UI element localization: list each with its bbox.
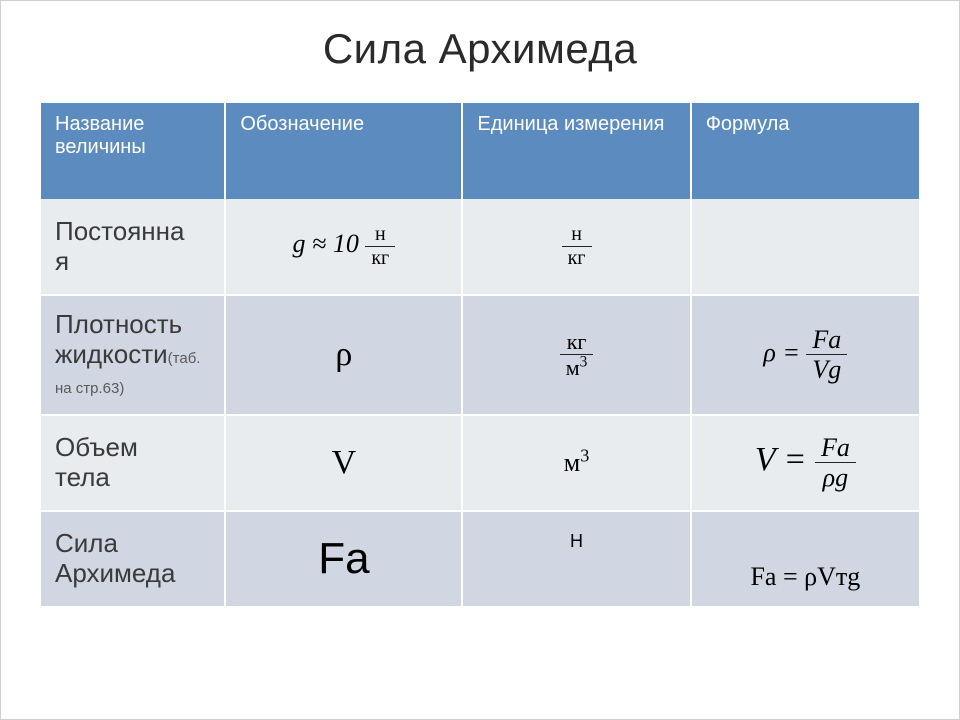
row-density: Плотность жидкости(таб. на стр.63) ρ кг …	[41, 295, 919, 415]
cell-archimedes-formula: Fа = ρVтg	[691, 511, 919, 607]
density-formula-lhs: ρ =	[763, 338, 806, 367]
frac-num: н	[562, 224, 592, 247]
archimedes-unit: Н	[570, 531, 583, 551]
header-symbol: Обозначение	[225, 103, 462, 199]
cell-archimedes-symbol: Fа	[225, 511, 462, 607]
quantities-table: Название величины Обозначение Единица из…	[41, 103, 919, 608]
fraction-icon: Fа Vg	[806, 326, 847, 384]
row-volume: Объем тела V м3 V = Fа ρg	[41, 415, 919, 511]
header-name: Название величины	[41, 103, 225, 199]
frac-num: кг	[560, 330, 594, 355]
cell-volume-symbol: V	[225, 415, 462, 511]
fraction-icon: н кг	[562, 224, 592, 269]
frac-num: Fа	[815, 434, 856, 463]
row-constant: Постоянна я g ≈ 10 н кг н кг	[41, 199, 919, 295]
cell-volume-name: Объем тела	[41, 415, 225, 511]
cell-volume-unit: м3	[462, 415, 690, 511]
volume-name-tail: тела	[55, 462, 110, 492]
slide-title: Сила Архимеда	[41, 25, 919, 73]
cell-density-formula: ρ = Fа Vg	[691, 295, 919, 415]
archimedes-formula: Fа = ρVтg	[750, 562, 860, 591]
cell-density-name: Плотность жидкости(таб. на стр.63)	[41, 295, 225, 415]
cell-constant-formula	[691, 199, 919, 295]
archimedes-symbol: Fа	[318, 534, 369, 583]
den-base: м	[566, 355, 580, 380]
archimedes-name-main: Сила	[55, 528, 118, 558]
volume-unit-base: м	[564, 448, 580, 477]
den-sup: 3	[580, 354, 588, 371]
fraction-icon: Fа ρg	[815, 434, 856, 492]
header-unit: Единица измерения	[462, 103, 690, 199]
cell-volume-formula: V = Fа ρg	[691, 415, 919, 511]
frac-den: ρg	[815, 463, 856, 491]
volume-name-main: Объем	[55, 432, 138, 462]
cell-constant-symbol: g ≈ 10 н кг	[225, 199, 462, 295]
cell-archimedes-unit: Н	[462, 511, 690, 607]
fraction-icon: н кг	[365, 224, 395, 269]
density-name-main: Плотность жидкости	[55, 309, 182, 369]
volume-symbol: V	[332, 444, 357, 481]
constant-symbol-prefix: g ≈ 10	[293, 229, 359, 258]
cell-density-symbol: ρ	[225, 295, 462, 415]
density-symbol: ρ	[335, 336, 352, 373]
fraction-icon: кг м3	[560, 330, 594, 379]
frac-den: Vg	[806, 355, 847, 383]
frac-num: Fа	[806, 326, 847, 355]
frac-num: н	[365, 224, 395, 247]
constant-name-tail: я	[55, 246, 69, 276]
header-formula: Формула	[691, 103, 919, 199]
volume-formula-lhs: V =	[755, 441, 815, 478]
cell-constant-unit: н кг	[462, 199, 690, 295]
cell-density-unit: кг м3	[462, 295, 690, 415]
table-header-row: Название величины Обозначение Единица из…	[41, 103, 919, 199]
slide-container: Сила Архимеда Название величины Обозначе…	[0, 0, 960, 720]
frac-den: кг	[562, 247, 592, 269]
frac-den: кг	[365, 247, 395, 269]
cell-constant-name: Постоянна я	[41, 199, 225, 295]
cell-archimedes-name: Сила Архимеда	[41, 511, 225, 607]
frac-den: м3	[560, 355, 594, 379]
constant-name-main: Постоянна	[55, 216, 184, 246]
volume-unit-sup: 3	[580, 445, 589, 465]
archimedes-name-tail: Архимеда	[55, 558, 175, 588]
row-archimedes: Сила Архимеда Fа Н Fа = ρVтg	[41, 511, 919, 607]
